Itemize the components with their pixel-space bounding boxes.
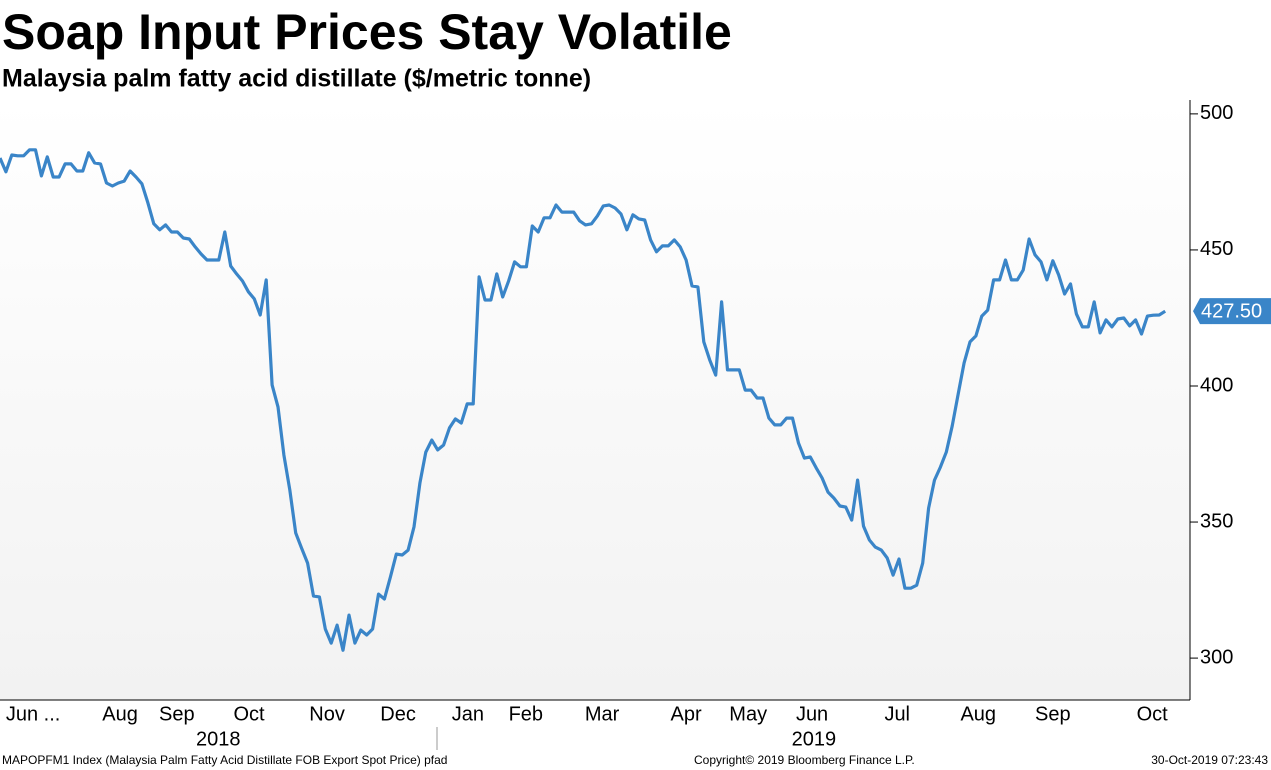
footer-copyright: Copyright© 2019 Bloomberg Finance L.P. <box>694 753 915 767</box>
x-tick-label: Nov <box>309 703 345 725</box>
x-tick-label: May <box>729 703 767 725</box>
year-label: 2018 <box>196 728 241 750</box>
footer-timestamp: 30-Oct-2019 07:23:43 <box>1151 753 1268 767</box>
y-tick-label: 450 <box>1200 238 1233 260</box>
x-tick-label: Sep <box>159 703 195 725</box>
x-tick-label: Jun <box>796 703 828 725</box>
x-tick-label: Jan <box>452 703 484 725</box>
y-tick-label: 400 <box>1200 374 1233 396</box>
x-tick-label: Jul <box>884 703 910 725</box>
chart-subtitle: Malaysia palm fatty acid distillate ($/m… <box>2 65 591 93</box>
last-value-box <box>1193 298 1271 325</box>
footer-source: MAPOPFM1 Index (Malaysia Palm Fatty Acid… <box>2 753 447 767</box>
x-tick-label: Aug <box>960 703 996 725</box>
x-tick-label: Aug <box>102 703 138 725</box>
price-line <box>0 148 1167 652</box>
x-tick-label: Oct <box>1137 703 1169 725</box>
y-tick-label: 500 <box>1200 102 1233 124</box>
x-tick-label: Apr <box>671 703 702 725</box>
x-tick-label: Dec <box>380 703 416 725</box>
last-value-label: 427.50 <box>1201 300 1262 322</box>
x-tick-label: Mar <box>585 703 620 725</box>
x-tick-label: Jun ... <box>6 703 60 725</box>
x-tick-label: Sep <box>1035 703 1071 725</box>
x-tick-label: Oct <box>233 703 265 725</box>
y-tick-label: 300 <box>1200 646 1233 668</box>
x-tick-label: Feb <box>509 703 543 725</box>
chart-title: Soap Input Prices Stay Volatile <box>2 4 732 60</box>
y-tick-label: 350 <box>1200 510 1233 532</box>
plot-background <box>0 100 1190 700</box>
year-label: 2019 <box>792 728 837 750</box>
